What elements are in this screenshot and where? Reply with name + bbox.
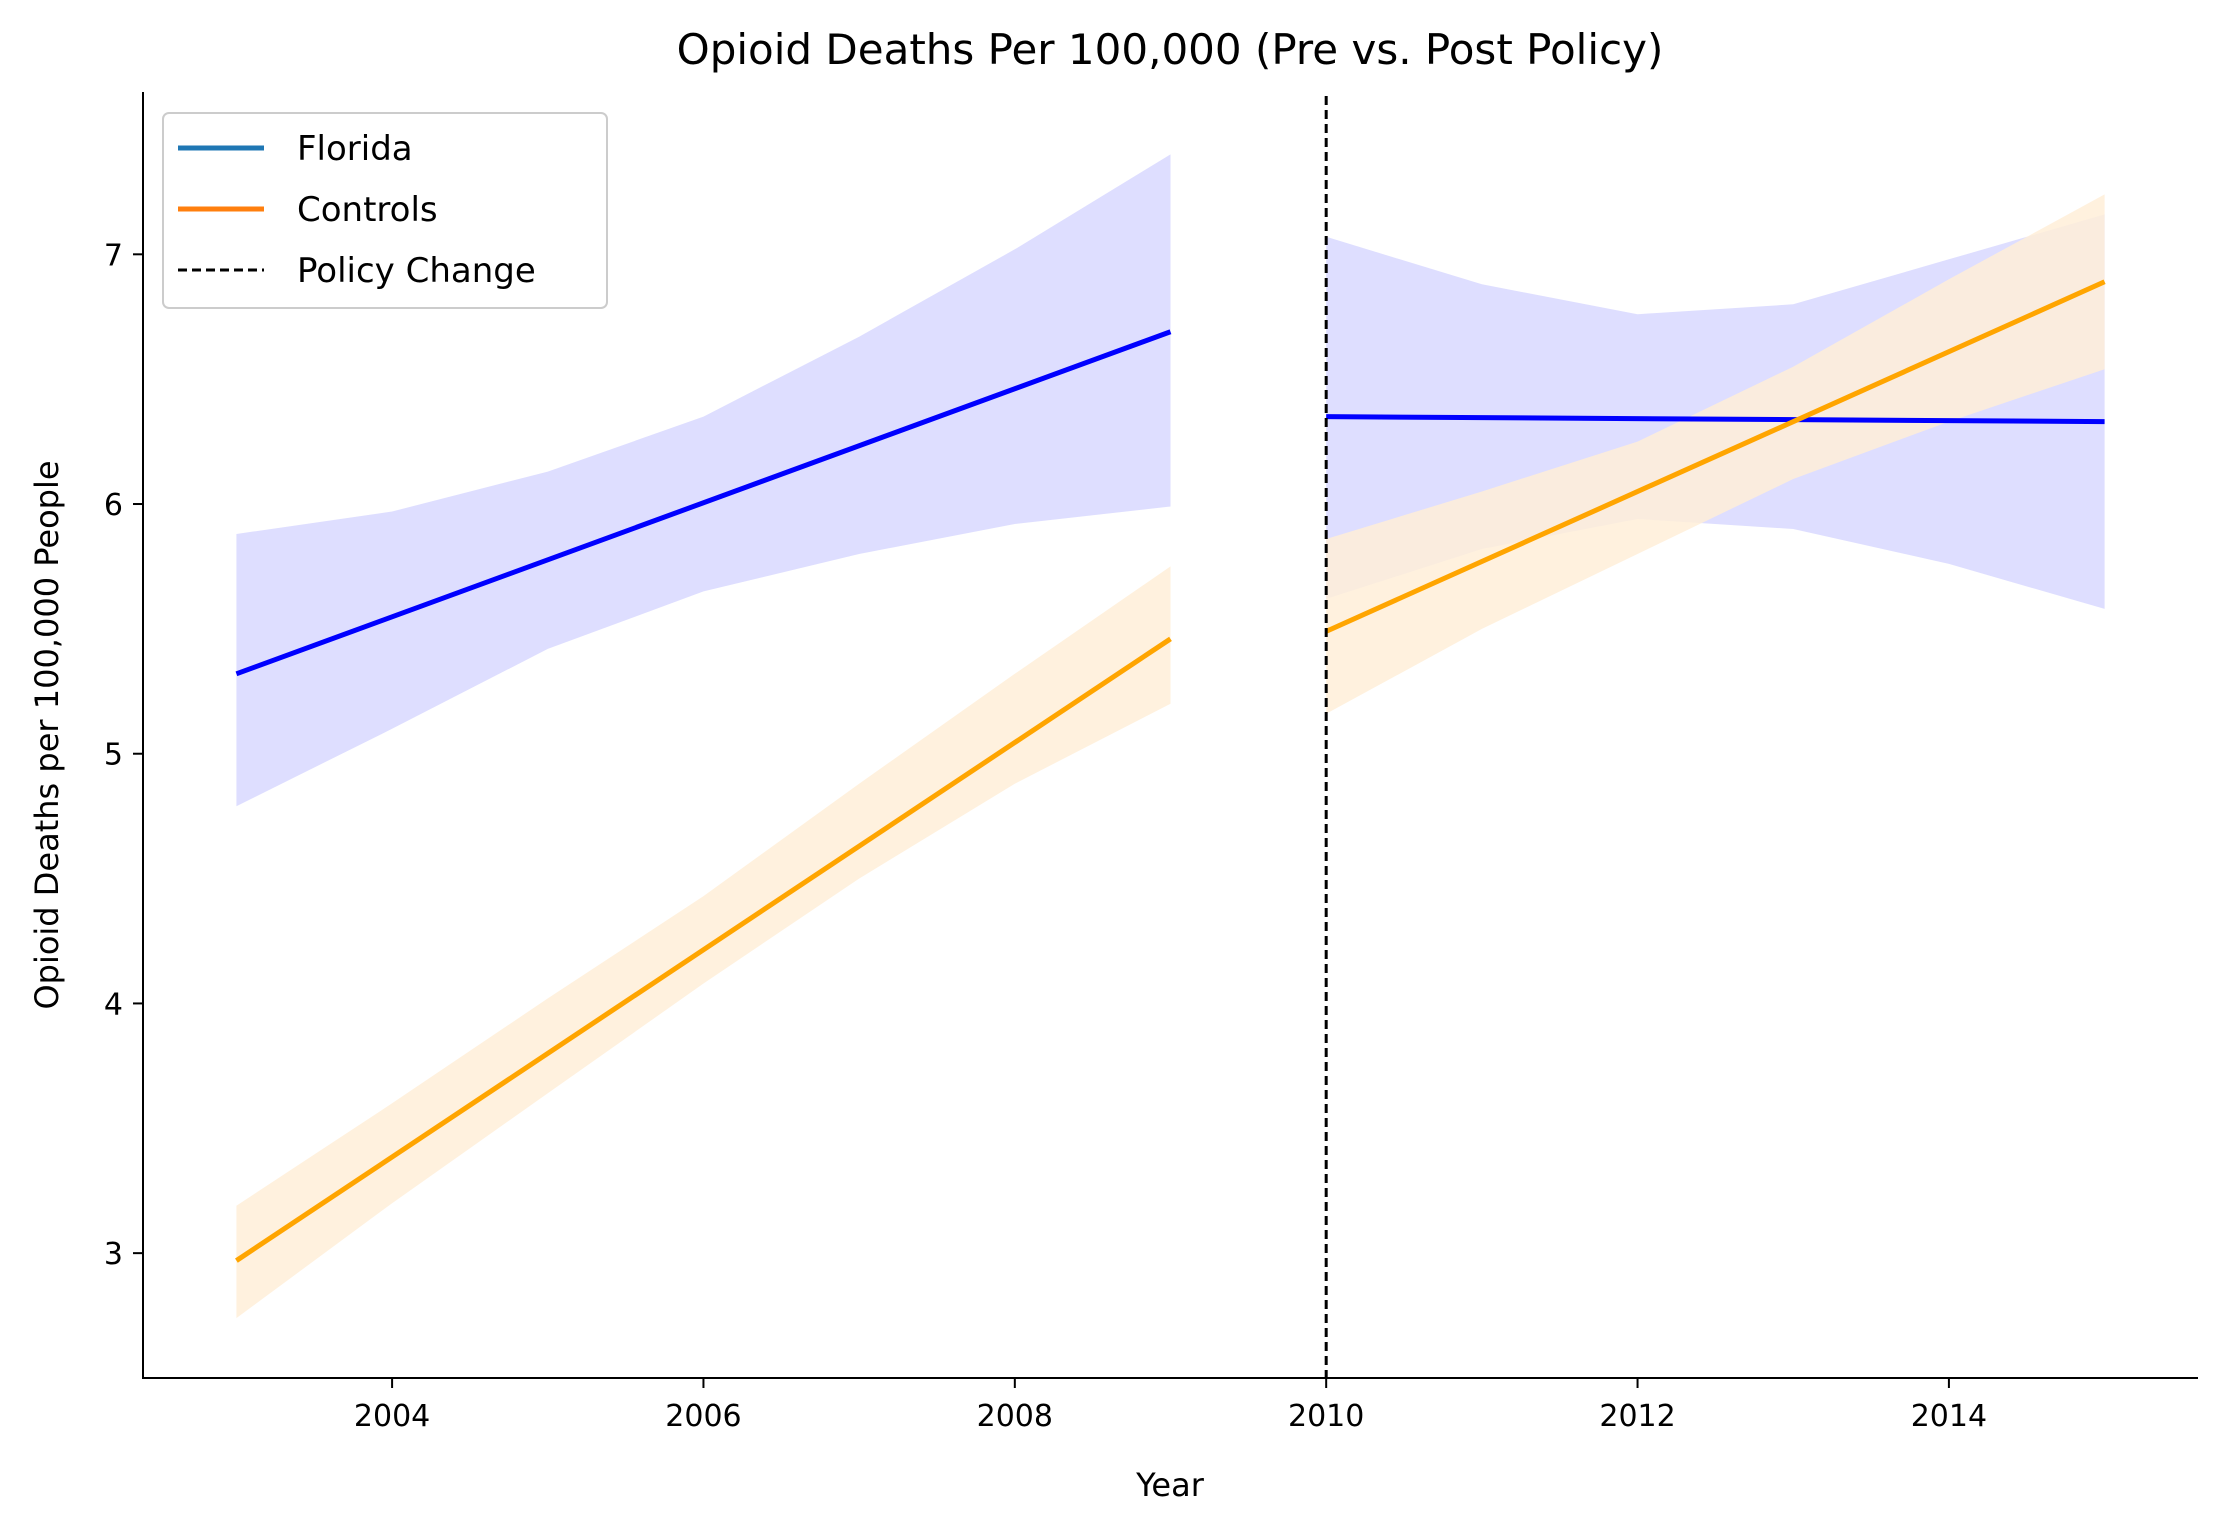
- y-axis-label: Opioid Deaths per 100,000 People: [28, 460, 66, 1009]
- x-tick-label: 2012: [1599, 1399, 1675, 1434]
- y-tick-label: 3: [104, 1237, 123, 1272]
- x-tick-label: 2004: [354, 1399, 430, 1434]
- y-tick-label: 7: [104, 238, 123, 273]
- x-tick-label: 2006: [665, 1399, 741, 1434]
- legend-label-controls: Controls: [297, 190, 438, 230]
- axes: [142, 92, 2198, 1379]
- florida-pre-trend-line: [235, 329, 1172, 677]
- chart-title: Opioid Deaths Per 100,000 (Pre vs. Post …: [677, 25, 1664, 74]
- x-tick-label: 2008: [977, 1399, 1053, 1434]
- y-tick-label: 4: [104, 987, 123, 1022]
- y-tick-label: 5: [104, 738, 123, 773]
- x-ticks: 2004 2006 2008 2010 2012 2014: [354, 1378, 1987, 1434]
- confidence-bands: [236, 154, 2105, 1319]
- controls-pre-trend-line: [235, 636, 1172, 1263]
- trend-lines: [235, 279, 2106, 1263]
- legend-frame: [162, 112, 608, 309]
- x-tick-label: 2010: [1288, 1399, 1364, 1434]
- y-ticks: 3 4 5 6 7: [104, 238, 143, 1272]
- legend-label-florida: Florida: [297, 129, 413, 169]
- controls-post-trend-line: [1325, 279, 2106, 634]
- controls-pre-confidence-band: [236, 566, 1171, 1319]
- legend-label-policy-change: Policy Change: [297, 251, 536, 291]
- florida-post-trend-line: [1326, 414, 2105, 425]
- x-axis-label: Year: [1135, 1466, 1205, 1504]
- florida-pre-confidence-band: [236, 154, 1171, 807]
- x-tick-label: 2014: [1911, 1399, 1987, 1434]
- y-tick-label: 6: [104, 488, 123, 523]
- legend: Florida Controls Policy Change: [162, 112, 608, 309]
